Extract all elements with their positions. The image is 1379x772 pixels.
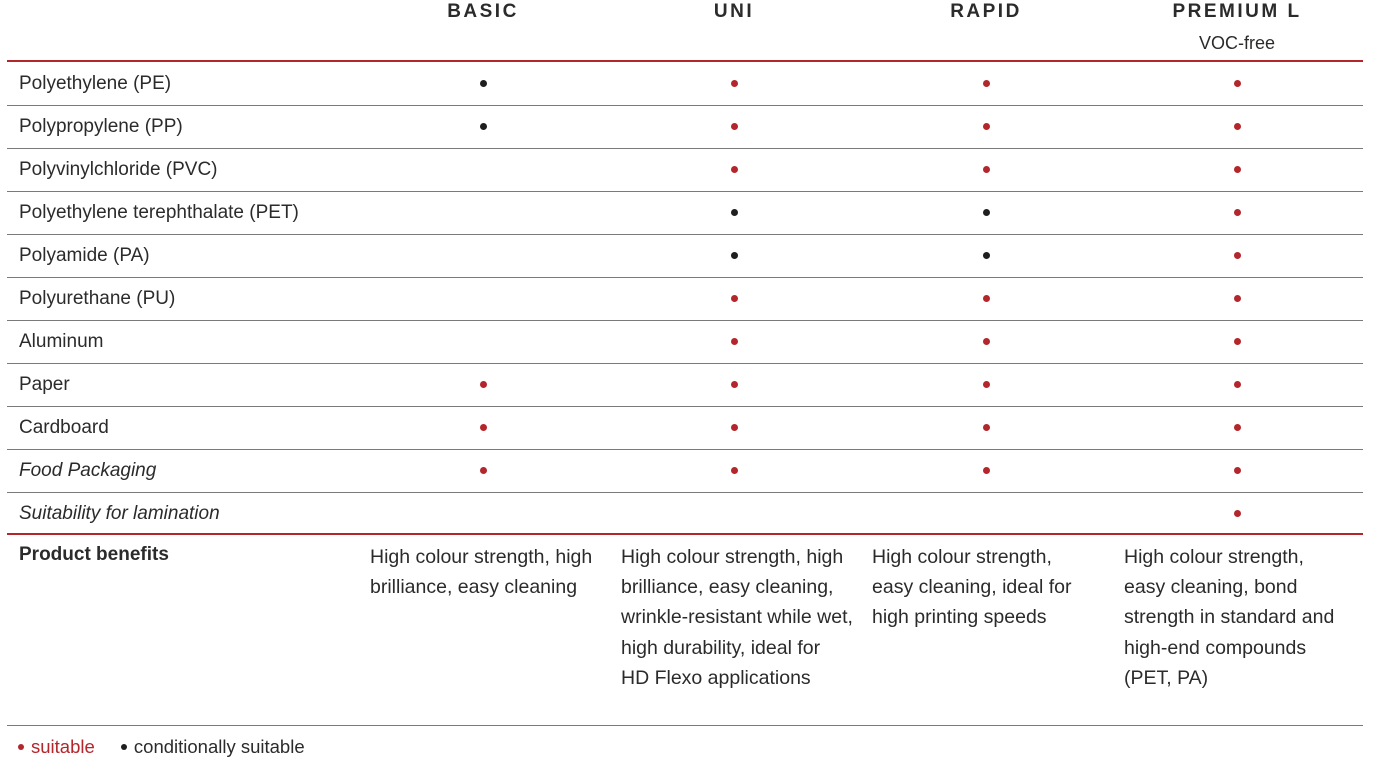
- benefits-label: Product benefits: [19, 544, 169, 565]
- legend-suitable: suitable: [17, 734, 95, 760]
- suitable-dot-icon: [730, 166, 738, 173]
- suitable-dot-icon: [1233, 295, 1241, 302]
- legend: suitable conditionally suitable: [17, 734, 325, 760]
- benefit-rapid: High colour strength, easy cleaning, ide…: [872, 546, 1072, 629]
- row-divider: [7, 491, 1363, 493]
- suitable-dot-icon: [730, 381, 738, 388]
- suitable-dot-icon: [982, 123, 990, 130]
- row-divider: [7, 362, 1363, 364]
- suitable-dot-icon: [730, 123, 738, 130]
- column-header-premium-l: PREMIUM L: [1172, 1, 1302, 22]
- legend-conditional: conditionally suitable: [120, 734, 305, 760]
- suitable-dot-icon: [730, 338, 738, 345]
- table-row: Polypropylene (PP): [7, 105, 1363, 148]
- suitable-dot-icon: [730, 80, 738, 87]
- column-subheader-voc-free: VOC-free: [1198, 33, 1276, 53]
- suitable-dot-icon: [982, 467, 990, 474]
- suitable-dot-icon: [1233, 338, 1241, 345]
- row-label: Polypropylene (PP): [19, 116, 183, 137]
- suitable-dot-icon: [1233, 467, 1241, 474]
- suitable-dot-icon: [730, 467, 738, 474]
- conditional-dot-icon: [479, 80, 487, 87]
- suitable-dot-icon: [479, 381, 487, 388]
- table-row: Polyurethane (PU): [7, 277, 1363, 320]
- suitable-dot-icon: [1233, 510, 1241, 517]
- table-row: Polyethylene (PE): [7, 62, 1363, 105]
- suitable-dot-icon: [1233, 381, 1241, 388]
- suitable-dot-icon: [1233, 80, 1241, 87]
- column-header-rapid: RAPID: [950, 1, 1022, 22]
- row-label: Aluminum: [19, 331, 104, 352]
- legend-conditional-label: conditionally suitable: [133, 736, 305, 757]
- benefit-premium-l: High colour strength, easy cleaning, bon…: [1124, 546, 1335, 689]
- conditional-dot-icon: [730, 209, 738, 216]
- suitable-dot-icon: [479, 424, 487, 431]
- column-header-basic: BASIC: [447, 1, 519, 22]
- suitable-dot-icon: [982, 166, 990, 173]
- row-divider: [7, 147, 1363, 149]
- table-row: Paper: [7, 363, 1363, 406]
- benefit-uni: High colour strength, high brilliance, e…: [621, 546, 853, 689]
- header-divider: [7, 60, 1363, 62]
- suitable-dot-icon: [730, 424, 738, 431]
- footer-divider: [7, 725, 1363, 726]
- row-divider: [7, 104, 1363, 106]
- row-divider: [7, 405, 1363, 407]
- conditional-dot-icon: [982, 252, 990, 259]
- row-label: Paper: [19, 374, 70, 395]
- row-label: Cardboard: [19, 417, 109, 438]
- suitable-dot-icon: [1233, 252, 1241, 259]
- suitable-dot-icon: [18, 744, 24, 750]
- table-row: Food Packaging: [7, 449, 1363, 492]
- conditional-dot-icon: [730, 252, 738, 259]
- row-divider: [7, 319, 1363, 321]
- table-row: Cardboard: [7, 406, 1363, 449]
- table-row: Aluminum: [7, 320, 1363, 363]
- suitable-dot-icon: [1233, 166, 1241, 173]
- benefit-basic: High colour strength, high brilliance, e…: [370, 546, 593, 599]
- suitable-dot-icon: [730, 295, 738, 302]
- table-row: Polyvinylchloride (PVC): [7, 148, 1363, 191]
- row-label: Polyamide (PA): [19, 245, 150, 266]
- suitable-dot-icon: [1233, 123, 1241, 130]
- row-label: Suitability for lamination: [19, 503, 220, 524]
- conditional-dot-icon: [479, 123, 487, 130]
- suitable-dot-icon: [982, 424, 990, 431]
- conditional-dot-icon: [982, 209, 990, 216]
- conditional-dot-icon: [120, 744, 127, 750]
- row-divider: [7, 233, 1363, 235]
- table-row: Suitability for lamination: [7, 492, 1363, 535]
- suitable-dot-icon: [982, 295, 990, 302]
- legend-suitable-label: suitable: [31, 736, 95, 757]
- row-divider: [7, 190, 1363, 192]
- row-label: Polyethylene terephthalate (PET): [19, 202, 299, 223]
- row-label: Polyvinylchloride (PVC): [19, 159, 218, 180]
- row-label: Polyurethane (PU): [19, 288, 176, 309]
- suitable-dot-icon: [982, 381, 990, 388]
- suitable-dot-icon: [982, 80, 990, 87]
- benefits-divider: [7, 533, 1363, 535]
- table-row: Polyamide (PA): [7, 234, 1363, 277]
- table-row: Polyethylene terephthalate (PET): [7, 191, 1363, 234]
- row-divider: [7, 448, 1363, 450]
- suitable-dot-icon: [1233, 424, 1241, 431]
- row-label: Polyethylene (PE): [19, 73, 172, 94]
- suitable-dot-icon: [982, 338, 990, 345]
- column-header-uni: UNI: [713, 1, 755, 22]
- suitable-dot-icon: [1233, 209, 1241, 216]
- row-divider: [7, 276, 1363, 278]
- suitable-dot-icon: [479, 467, 487, 474]
- row-label: Food Packaging: [19, 460, 157, 481]
